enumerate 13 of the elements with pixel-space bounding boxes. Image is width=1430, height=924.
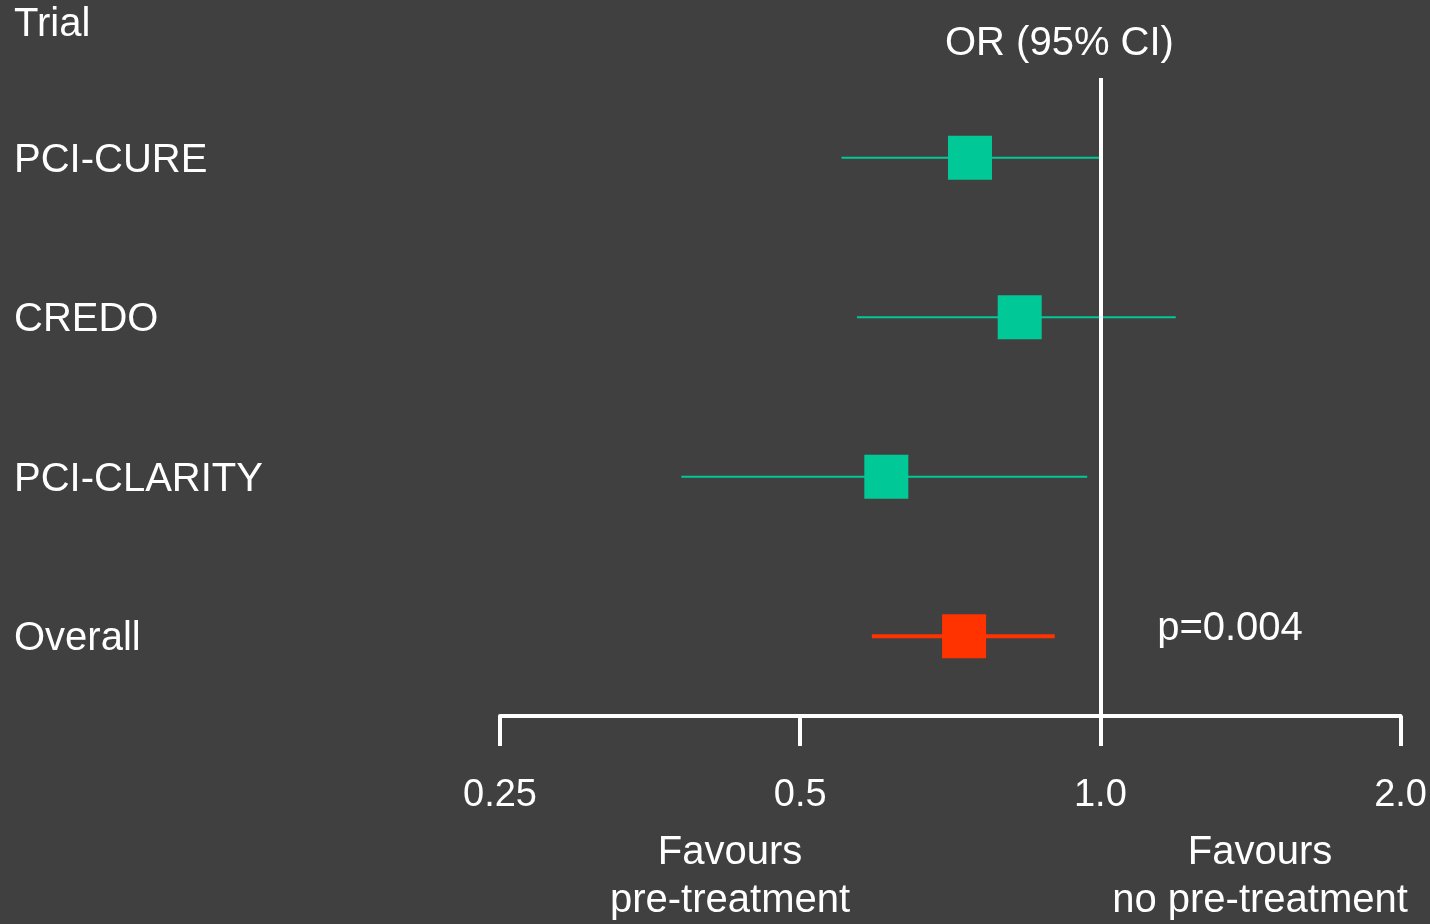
y-tick-label: PCI-CLARITY: [14, 454, 263, 499]
text: Favours pre-treatment: [609, 828, 851, 920]
x-tick-label: 1.0: [1073, 772, 1127, 814]
x-tick-label: 0.5: [773, 772, 827, 814]
y-tick-label: Overall: [14, 614, 141, 659]
y-tick-label: PCI-CURE: [14, 135, 208, 180]
text: Favours no pre-treatment: [1112, 828, 1408, 920]
chart-title: OR (95% CI): [945, 19, 1174, 63]
y-tick-label: CREDO: [14, 295, 159, 340]
x-tick-label: 0.25: [463, 772, 537, 814]
y-axis-title: Trial: [14, 0, 91, 44]
x-tick-label: 2.0: [1374, 772, 1427, 814]
annotation: p=0.004: [1157, 604, 1303, 648]
